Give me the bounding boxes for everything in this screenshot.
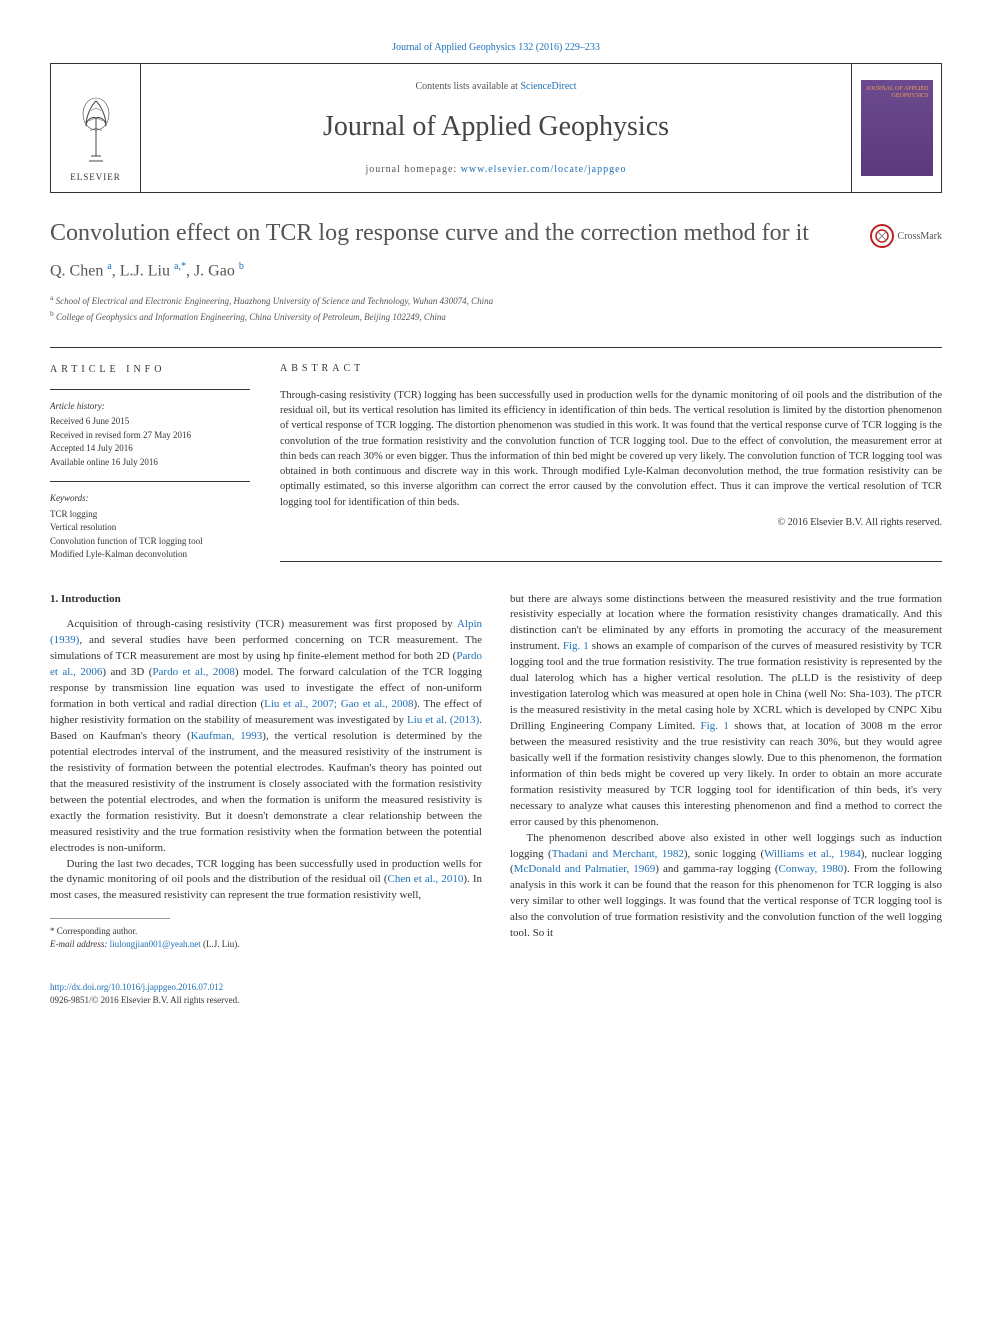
issn-copyright: 0926-9851/© 2016 Elsevier B.V. All right… bbox=[50, 994, 942, 1008]
cite-pardo08[interactable]: Pardo et al., 2008 bbox=[152, 666, 234, 678]
cite-mcdonald[interactable]: McDonald and Palmatier, 1969 bbox=[514, 863, 656, 875]
cover-small-title: JOURNAL OF APPLIED GEOPHYSICS bbox=[865, 86, 929, 99]
publisher-cell: ELSEVIER bbox=[51, 64, 141, 192]
journal-header-box: ELSEVIER Contents lists available at Sci… bbox=[50, 63, 942, 193]
article-info-heading: article info bbox=[50, 362, 250, 377]
doi-link[interactable]: http://dx.doi.org/10.1016/j.jappgeo.2016… bbox=[50, 982, 223, 992]
homepage-line: journal homepage: www.elsevier.com/locat… bbox=[365, 162, 626, 177]
crossmark-label: CrossMark bbox=[898, 229, 942, 244]
keywords-heading: Keywords: bbox=[50, 492, 250, 506]
header-center: Contents lists available at ScienceDirec… bbox=[141, 64, 851, 192]
abstract-heading: abstract bbox=[280, 362, 942, 377]
page-footer: http://dx.doi.org/10.1016/j.jappgeo.2016… bbox=[50, 981, 942, 1008]
abstract-copyright: © 2016 Elsevier B.V. All rights reserved… bbox=[280, 516, 942, 531]
article-title: Convolution effect on TCR log response c… bbox=[50, 218, 850, 249]
paragraph-1: Acquisition of through-casing resistivit… bbox=[50, 617, 482, 856]
journal-cover-thumbnail: JOURNAL OF APPLIED GEOPHYSICS bbox=[861, 80, 933, 176]
article-info-column: article info Article history: Received 6… bbox=[50, 362, 250, 562]
cite-liu-gao[interactable]: Liu et al., 2007; Gao et al., 2008 bbox=[264, 698, 413, 710]
elsevier-tree-icon bbox=[71, 96, 121, 166]
accepted-line: Accepted 14 July 2016 bbox=[50, 442, 250, 456]
crossmark-icon bbox=[870, 224, 894, 248]
online-line: Available online 16 July 2016 bbox=[50, 456, 250, 470]
received-line: Received 6 June 2015 bbox=[50, 415, 250, 429]
journal-volume-link[interactable]: Journal of Applied Geophysics 132 (2016)… bbox=[50, 40, 942, 55]
section-1-heading: 1. Introduction bbox=[50, 592, 482, 608]
keyword-3: Modified Lyle-Kalman deconvolution bbox=[50, 548, 250, 562]
revised-line: Received in revised form 27 May 2016 bbox=[50, 429, 250, 443]
affiliation-a: a School of Electrical and Electronic En… bbox=[50, 292, 942, 309]
paragraph-2: During the last two decades, TCR logging… bbox=[50, 857, 482, 905]
cite-kaufman[interactable]: Kaufman, 1993 bbox=[191, 730, 263, 742]
cite-chen10[interactable]: Chen et al., 2010 bbox=[388, 873, 464, 885]
journal-name: Journal of Applied Geophysics bbox=[323, 106, 669, 148]
publisher-name: ELSEVIER bbox=[70, 171, 121, 185]
title-row: Convolution effect on TCR log response c… bbox=[50, 218, 942, 249]
history-heading: Article history: bbox=[50, 400, 250, 414]
cover-cell: JOURNAL OF APPLIED GEOPHYSICS bbox=[851, 64, 941, 192]
corresponding-email[interactable]: liulongjian001@yeah.net bbox=[110, 939, 201, 949]
cite-williams[interactable]: Williams et al., 1984 bbox=[764, 848, 861, 860]
contents-prefix: Contents lists available at bbox=[415, 81, 520, 92]
abstract-column: abstract Through-casing resistivity (TCR… bbox=[280, 362, 942, 562]
homepage-prefix: journal homepage: bbox=[365, 164, 460, 175]
crossmark-badge[interactable]: CrossMark bbox=[870, 224, 942, 248]
homepage-link[interactable]: www.elsevier.com/locate/jappgeo bbox=[461, 164, 627, 175]
footnote-separator bbox=[50, 918, 170, 919]
sciencedirect-link[interactable]: ScienceDirect bbox=[520, 81, 576, 92]
cite-thadani[interactable]: Thadani and Merchant, 1982 bbox=[552, 848, 684, 860]
keyword-0: TCR logging bbox=[50, 508, 250, 522]
authors-line: Q. Chen a, L.J. Liu a,*, J. Gao b bbox=[50, 259, 942, 283]
keyword-2: Convolution function of TCR logging tool bbox=[50, 535, 250, 549]
corresponding-author-note: * Corresponding author. E-mail address: … bbox=[50, 925, 482, 950]
cite-conway[interactable]: Conway, 1980 bbox=[779, 863, 844, 875]
contents-line: Contents lists available at ScienceDirec… bbox=[415, 79, 576, 94]
fig1-ref-b[interactable]: Fig. 1 bbox=[701, 720, 729, 732]
abstract-text: Through-casing resistivity (TCR) logging… bbox=[280, 388, 942, 510]
fig1-ref-a[interactable]: Fig. 1 bbox=[563, 640, 589, 652]
paragraph-3: but there are always some distinctions b… bbox=[510, 592, 942, 831]
cite-liu13[interactable]: Liu et al. (2013) bbox=[407, 714, 479, 726]
meta-abstract-row: article info Article history: Received 6… bbox=[50, 347, 942, 562]
keyword-1: Vertical resolution bbox=[50, 521, 250, 535]
body-two-column: 1. Introduction Acquisition of through-c… bbox=[50, 592, 942, 951]
affiliations: a School of Electrical and Electronic En… bbox=[50, 292, 942, 325]
corresponding-label: * Corresponding author. bbox=[50, 925, 482, 938]
paragraph-4: The phenomenon described above also exis… bbox=[510, 831, 942, 943]
affiliation-b: b College of Geophysics and Information … bbox=[50, 308, 942, 325]
corresponding-email-line: E-mail address: liulongjian001@yeah.net … bbox=[50, 938, 482, 951]
